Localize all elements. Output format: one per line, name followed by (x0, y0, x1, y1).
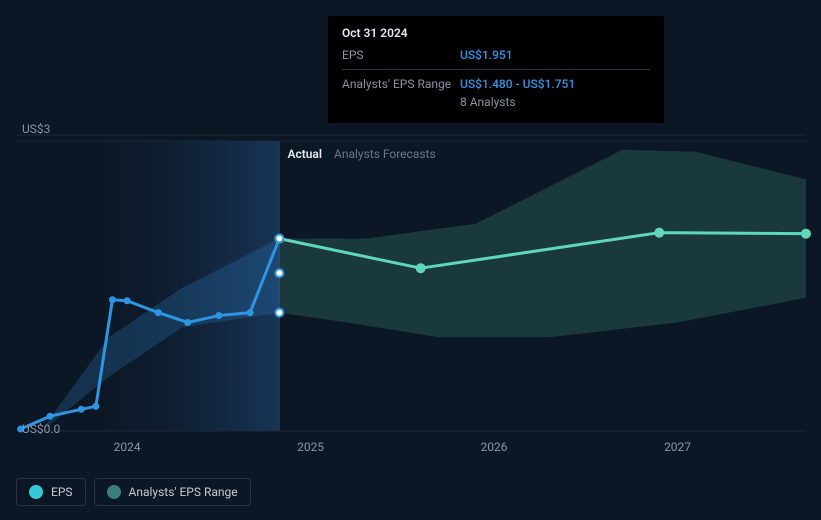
tooltip-value: US$1.951 (460, 46, 650, 64)
eps-chart: 2024 2025 2026 2027 US$3 US$0.0 Actual Anal… (0, 0, 821, 520)
chart-legend: EPS Analysts' EPS Range (16, 478, 251, 506)
tooltip-row: 8 Analysts (342, 93, 650, 111)
svg-text:2024: 2024 (114, 440, 141, 454)
svg-text:2025: 2025 (297, 440, 324, 454)
tooltip-row: EPSUS$1.951 (342, 46, 650, 64)
legend-swatch (29, 485, 43, 499)
tooltip-key (342, 93, 460, 111)
legend-label: EPS (51, 485, 73, 499)
tooltip-value: 8 Analysts (460, 93, 650, 111)
y-axis-label-bottom: US$0.0 (22, 422, 60, 436)
legend-label: Analysts' EPS Range (129, 485, 238, 499)
legend-eps[interactable]: EPS (16, 478, 86, 506)
tooltip-row: Analysts' EPS RangeUS$1.480 - US$1.751 (342, 75, 650, 93)
legend-range[interactable]: Analysts' EPS Range (94, 478, 251, 506)
tooltip-key: Analysts' EPS Range (342, 75, 460, 93)
section-label-forecast: Analysts Forecasts (334, 147, 436, 161)
legend-swatch (107, 485, 121, 499)
y-axis-label-top: US$3 (22, 122, 50, 136)
svg-text:2026: 2026 (481, 440, 508, 454)
chart-tooltip: Oct 31 2024 EPSUS$1.951Analysts' EPS Ran… (328, 16, 664, 123)
tooltip-value: US$1.480 - US$1.751 (460, 75, 650, 93)
svg-text:2027: 2027 (664, 440, 691, 454)
tooltip-table: EPSUS$1.951Analysts' EPS RangeUS$1.480 -… (342, 46, 650, 111)
tooltip-date: Oct 31 2024 (342, 26, 650, 40)
section-label-actual: Actual (287, 147, 322, 161)
tooltip-key: EPS (342, 46, 460, 64)
